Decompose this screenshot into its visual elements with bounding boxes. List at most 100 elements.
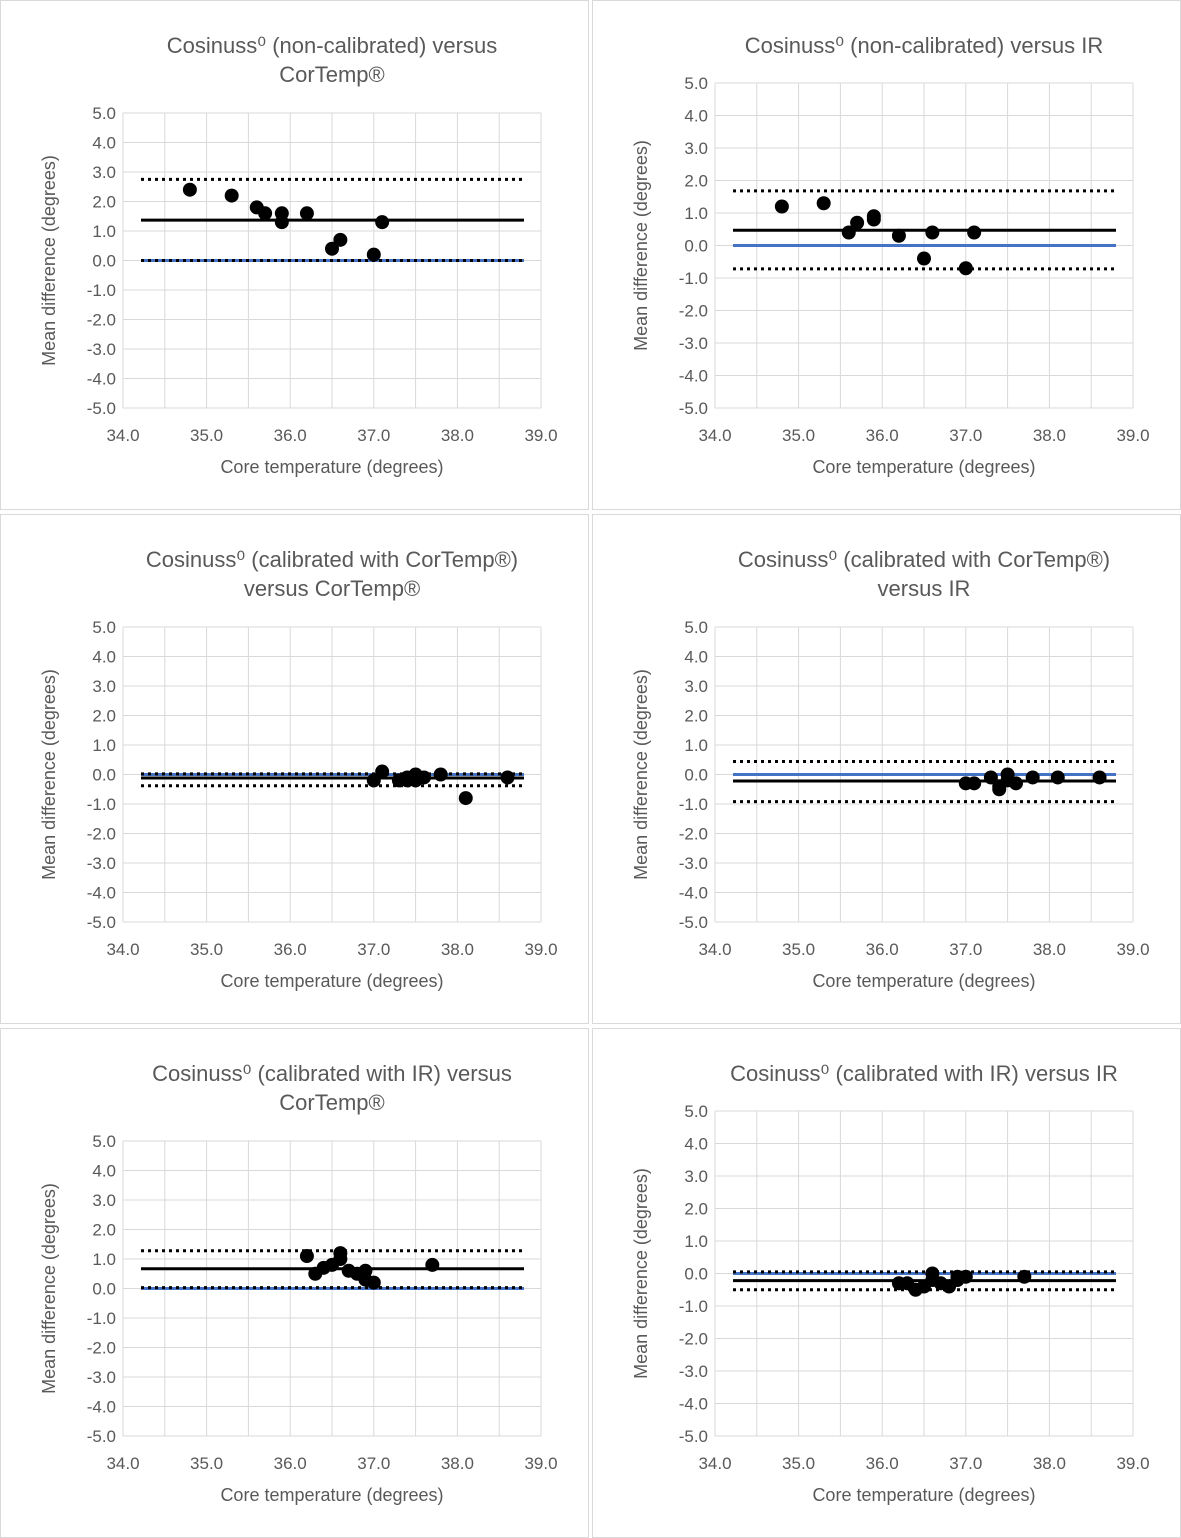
data-point [967,776,982,791]
x-tick-label: 39.0 [1116,940,1149,959]
y-tick-label: 1.0 [684,736,708,755]
x-axis-title: Core temperature (degrees) [812,971,1035,991]
data-point [500,770,515,785]
x-tick-label: 34.0 [106,426,139,445]
x-axis-title: Core temperature (degrees) [220,457,443,477]
data-point [258,206,273,221]
x-tick-label: 35.0 [190,1454,223,1473]
y-tick-label: 2.0 [92,707,116,726]
data-point [891,228,906,243]
y-tick-label: 1.0 [684,1232,708,1251]
data-point [274,206,289,221]
chart-panel-2: Cosinuss⁰ (non-calibrated) versus IR 5.0 4… [592,0,1181,510]
x-tick-label: 34.0 [698,1454,731,1473]
y-tick-label: 4.0 [92,134,116,153]
y-tick-label: -2.0 [87,1339,116,1358]
chart-svg-6: Cosinuss⁰ (calibrated with IR) versus IR… [631,1061,1150,1505]
x-tick-label: 36.0 [866,1454,899,1473]
y-tick-label: -3.0 [87,1368,116,1387]
chart-panel-5: Cosinuss⁰ (calibrated with IR) versus Cor… [0,1028,589,1538]
data-point [1008,776,1023,791]
data-point [458,791,473,806]
data-point [958,261,973,276]
y-tick-label: 5.0 [92,1132,116,1151]
y-tick-label: -1.0 [679,269,708,288]
y-axis-title: Mean difference (degrees) [39,155,59,366]
x-axis-title: Core temperature (degrees) [220,971,443,991]
data-point [1017,1269,1032,1284]
data-point [958,1269,973,1284]
data-point [841,225,856,240]
y-tick-label: -5.0 [87,913,116,932]
data-point [433,767,448,782]
chart-title-line: CorTemp® [279,62,384,87]
y-tick-label: 3.0 [92,1191,116,1210]
x-tick-label: 35.0 [782,426,815,445]
data-point [224,188,239,203]
chart-title-line: versus CorTemp® [244,576,420,601]
x-tick-label: 38.0 [1033,426,1066,445]
data-point [866,209,881,224]
y-tick-label: -2.0 [87,311,116,330]
y-tick-label: -2.0 [679,825,708,844]
chart-svg-5: Cosinuss⁰ (calibrated with IR) versus Cor… [39,1061,558,1505]
x-axis-title: Core temperature (degrees) [812,457,1035,477]
x-tick-label: 38.0 [441,1454,474,1473]
data-point [1025,770,1040,785]
x-tick-label: 35.0 [782,940,815,959]
x-tick-label: 36.0 [274,1454,307,1473]
y-tick-label: -3.0 [679,854,708,873]
data-point [333,232,348,247]
y-tick-label: 0.0 [92,1280,116,1299]
y-tick-label: 0.0 [684,1265,708,1284]
data-point [925,225,940,240]
y-tick-label: -2.0 [87,825,116,844]
x-tick-label: 36.0 [866,940,899,959]
y-tick-label: 1.0 [92,1250,116,1269]
y-axis-title: Mean difference (degrees) [39,669,59,880]
chart-title-line: Cosinuss⁰ (calibrated with IR) versus IR [730,1061,1118,1086]
x-tick-label: 35.0 [190,940,223,959]
y-tick-label: 5.0 [684,74,708,93]
y-tick-label: 3.0 [684,677,708,696]
y-tick-label: 0.0 [92,252,116,271]
y-tick-label: 1.0 [684,204,708,223]
y-tick-label: -1.0 [87,1309,116,1328]
y-axis-title: Mean difference (degrees) [631,1168,651,1379]
y-tick-label: -4.0 [679,884,708,903]
y-tick-label: 5.0 [92,104,116,123]
y-tick-label: -4.0 [87,1398,116,1417]
x-tick-label: 39.0 [524,426,557,445]
x-tick-label: 38.0 [1033,1454,1066,1473]
y-tick-label: -1.0 [679,1297,708,1316]
y-tick-label: 2.0 [92,193,116,212]
y-tick-label: -4.0 [87,370,116,389]
y-tick-label: 3.0 [92,677,116,696]
y-tick-label: -2.0 [679,302,708,321]
x-axis-title: Core temperature (degrees) [812,1485,1035,1505]
chart-svg-2: Cosinuss⁰ (non-calibrated) versus IR 5.0 4… [631,33,1150,477]
chart-title-line: Cosinuss⁰ (non-calibrated) versus IR [745,33,1104,58]
x-axis-title: Core temperature (degrees) [220,1485,443,1505]
data-point [375,764,390,779]
y-tick-label: -1.0 [87,281,116,300]
data-point [967,225,982,240]
chart-svg-4: Cosinuss⁰ (calibrated with CorTemp®) vers… [631,547,1150,991]
y-tick-label: 3.0 [92,163,116,182]
y-tick-label: -1.0 [87,795,116,814]
y-tick-label: 1.0 [92,222,116,241]
y-tick-label: -4.0 [679,1395,708,1414]
x-tick-label: 36.0 [274,940,307,959]
x-tick-label: 37.0 [949,426,982,445]
x-tick-label: 37.0 [949,1454,982,1473]
y-tick-label: -3.0 [87,854,116,873]
y-tick-label: 4.0 [92,648,116,667]
data-point [416,770,431,785]
x-tick-label: 39.0 [1116,426,1149,445]
data-point [425,1257,440,1272]
y-tick-label: 5.0 [684,618,708,637]
y-tick-label: -3.0 [679,334,708,353]
x-tick-label: 38.0 [1033,940,1066,959]
data-point [375,215,390,230]
y-axis-title: Mean difference (degrees) [39,1183,59,1394]
